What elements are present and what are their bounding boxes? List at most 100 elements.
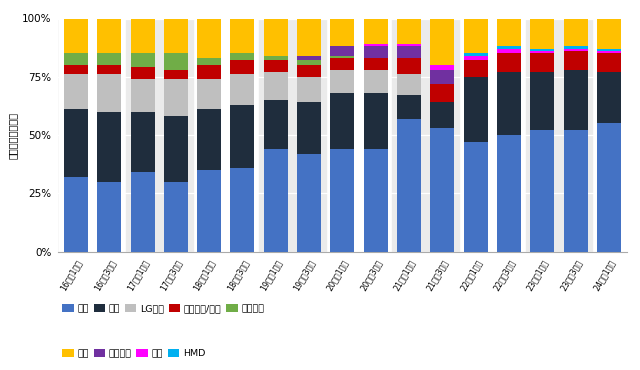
Bar xyxy=(459,18,525,252)
Bar xyxy=(330,70,355,93)
Bar xyxy=(131,54,154,67)
Bar xyxy=(131,172,154,252)
Bar xyxy=(564,47,588,49)
Bar xyxy=(330,149,355,252)
Legend: 其他, 阿尔卡特, 一加, HMD: 其他, 阿尔卡特, 一加, HMD xyxy=(62,349,205,358)
Bar xyxy=(463,142,488,252)
Bar xyxy=(430,70,454,84)
Bar xyxy=(64,54,88,65)
Bar xyxy=(564,130,588,252)
Bar xyxy=(97,18,121,54)
Bar xyxy=(364,18,388,44)
Bar xyxy=(531,51,554,54)
Bar xyxy=(164,54,188,70)
Bar xyxy=(197,18,221,58)
Bar xyxy=(497,47,521,49)
Bar xyxy=(230,53,255,60)
Bar xyxy=(430,102,454,128)
Bar xyxy=(497,135,521,252)
Bar xyxy=(463,56,488,60)
Bar xyxy=(64,110,88,177)
Bar xyxy=(364,58,388,70)
Bar xyxy=(326,18,392,252)
Bar xyxy=(330,18,355,47)
Bar xyxy=(392,18,459,252)
Bar xyxy=(397,74,421,95)
Bar xyxy=(364,70,388,93)
Bar xyxy=(60,18,126,252)
Bar xyxy=(297,102,321,154)
Bar xyxy=(264,149,288,252)
Bar xyxy=(64,65,88,74)
Bar xyxy=(564,70,588,130)
Bar xyxy=(364,149,388,252)
Bar xyxy=(64,18,88,54)
Bar xyxy=(193,18,259,252)
Bar xyxy=(564,49,588,51)
Bar xyxy=(97,74,121,112)
Bar xyxy=(397,95,421,119)
Bar xyxy=(164,70,188,79)
Bar xyxy=(497,72,521,135)
Bar xyxy=(592,18,625,252)
Bar xyxy=(97,112,121,182)
Bar xyxy=(497,53,521,72)
Bar xyxy=(531,49,554,51)
Bar xyxy=(330,47,355,56)
Bar xyxy=(397,58,421,74)
Bar xyxy=(463,77,488,142)
Bar xyxy=(364,47,388,58)
Bar xyxy=(126,18,193,252)
Bar xyxy=(264,72,288,100)
Bar xyxy=(131,112,154,172)
Bar xyxy=(164,79,188,117)
Bar xyxy=(164,18,188,54)
Bar xyxy=(164,182,188,252)
Bar xyxy=(397,44,421,47)
Bar xyxy=(597,72,621,124)
Bar xyxy=(264,100,288,149)
Bar xyxy=(430,65,454,70)
Bar xyxy=(397,47,421,58)
Bar xyxy=(430,18,454,65)
Bar xyxy=(230,105,255,168)
Bar xyxy=(597,53,621,72)
Bar xyxy=(97,182,121,252)
Bar xyxy=(364,93,388,149)
Bar xyxy=(297,60,321,65)
Bar xyxy=(297,154,321,252)
Bar xyxy=(463,53,488,56)
Bar xyxy=(463,60,488,77)
Bar xyxy=(397,119,421,252)
Bar xyxy=(131,67,154,79)
Bar xyxy=(264,56,288,60)
Bar xyxy=(230,60,255,74)
Bar xyxy=(597,51,621,54)
Bar xyxy=(64,74,88,110)
Bar xyxy=(97,54,121,65)
Y-axis label: 智能手机销售份额: 智能手机销售份额 xyxy=(8,111,18,159)
Bar xyxy=(197,170,221,252)
Bar xyxy=(230,74,255,105)
Bar xyxy=(564,51,588,70)
Bar xyxy=(364,44,388,47)
Bar xyxy=(463,18,488,54)
Bar xyxy=(131,79,154,112)
Bar xyxy=(131,18,154,54)
Bar xyxy=(430,84,454,102)
Bar xyxy=(297,56,321,60)
Bar xyxy=(297,18,321,56)
Bar xyxy=(531,18,554,49)
Bar xyxy=(330,58,355,70)
Bar xyxy=(397,18,421,44)
Bar xyxy=(264,60,288,72)
Bar xyxy=(97,65,121,74)
Bar xyxy=(564,18,588,47)
Bar xyxy=(197,79,221,110)
Bar xyxy=(597,18,621,49)
Bar xyxy=(525,18,592,252)
Bar xyxy=(264,18,288,56)
Bar xyxy=(597,49,621,51)
Bar xyxy=(164,117,188,182)
Bar xyxy=(330,56,355,58)
